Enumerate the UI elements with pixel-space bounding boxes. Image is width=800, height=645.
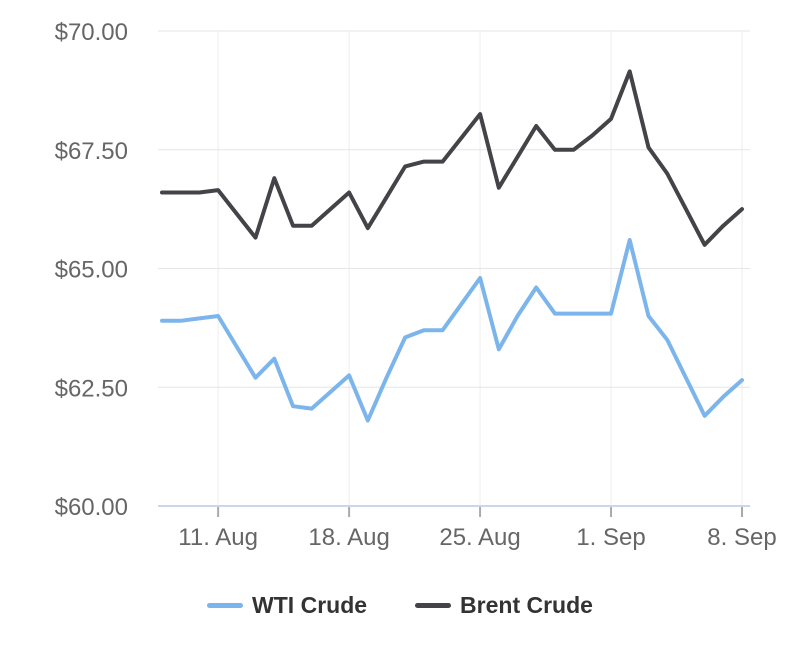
x-axis-label: 11. Aug <box>178 524 258 551</box>
x-axis-label: 18. Aug <box>308 524 389 551</box>
y-axis-label: $70.00 <box>55 19 128 46</box>
x-axis-label: 25. Aug <box>439 524 520 551</box>
wti-line-swatch <box>207 602 244 608</box>
legend-item-brent-crude[interactable]: Brent Crude <box>415 591 593 618</box>
legend-label-wti: WTI Crude <box>252 591 368 618</box>
x-axis-label: 1. Sep <box>576 524 645 551</box>
brent-line-swatch <box>415 602 452 608</box>
y-axis-label: $67.50 <box>55 138 128 165</box>
wti-series-line[interactable] <box>160 238 744 423</box>
x-axis-label: 8. Sep <box>707 524 776 551</box>
legend: WTI Crude Brent Crude <box>0 589 800 621</box>
legend-item-wti-crude[interactable]: WTI Crude <box>207 591 368 618</box>
brent-series-line[interactable] <box>160 69 744 247</box>
legend-label-brent: Brent Crude <box>460 591 593 618</box>
y-axis-label: $60.00 <box>55 494 128 521</box>
y-axis-label: $62.50 <box>55 375 128 402</box>
y-axis-label: $65.00 <box>55 257 128 284</box>
plot-svg: $60.00 $62.50 $65.00 $67.50 $70.00 11. Aug 18.… <box>55 19 777 551</box>
